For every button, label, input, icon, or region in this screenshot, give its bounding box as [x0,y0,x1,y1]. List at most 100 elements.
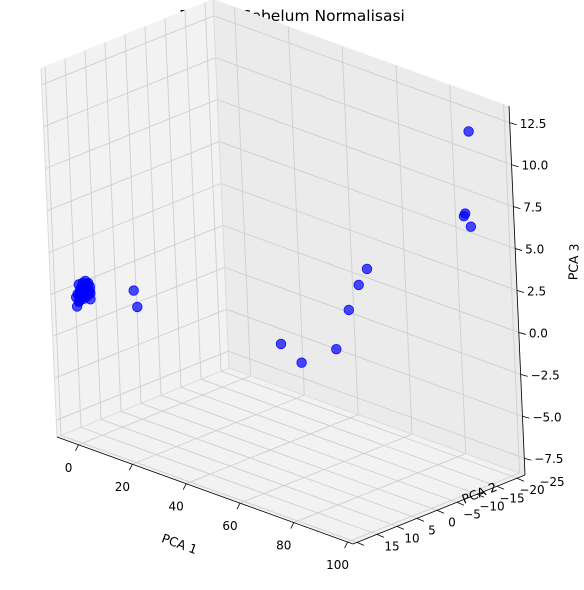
z-tick-mark [511,164,519,168]
grid-line-z-left [48,183,222,253]
z-tick-mark [516,290,525,293]
grid-line-x-floor [132,394,305,465]
z-axis-label: PCA 3 [565,243,581,280]
z-tick-mark [524,457,532,461]
y-tick-mark [496,485,505,490]
data-point [353,279,364,291]
y-tick-label: 5 [428,523,436,537]
grid-line-z-back [222,225,519,333]
y-tick-mark [376,534,385,538]
y-tick-mark [416,517,425,522]
data-point [73,279,85,290]
x-tick-mark [344,541,348,549]
z-tick-label: 0.0 [529,326,548,340]
grid-line-y-floor [60,434,358,543]
pane-edge [212,0,230,369]
data-point [296,357,307,368]
z-tick-label: 10.0 [522,159,549,173]
data-point [128,285,139,296]
x-tick-label: 20 [115,480,130,494]
x-axis-line [56,436,354,545]
grid-line-z-left [54,308,227,379]
grid-line-z-back [226,308,523,417]
z-tick-label: 2.5 [527,285,546,299]
y-tick-label: −10 [479,499,504,513]
grid-line-y-floor [120,410,418,519]
data-point [71,301,83,312]
grid-line-z-left [56,350,229,421]
y-tick-mark [456,501,465,506]
data-point [343,304,355,316]
grid-line-y-floor [100,418,398,527]
grid-line-z-left [52,266,225,337]
z-tick-label: 5.0 [525,243,544,257]
y-tick-label: −5 [463,507,481,521]
x-tick-mark [236,502,241,510]
y-tick-label: −25 [539,475,564,489]
grid-line-y-floor [200,378,498,487]
data-point [331,344,342,355]
data-point [458,210,470,222]
z-tick-mark [520,373,528,377]
grid-line-z-back [217,99,514,208]
pane-edge [40,67,58,438]
y-tick-mark [396,525,405,530]
axis-panes [41,0,525,544]
grid-line-z-back [213,15,510,124]
data-point [275,338,287,350]
x-axis-label: PCA 1 [160,530,200,557]
x-tick-label: 40 [169,500,184,514]
grid-line-x-floor [239,433,413,504]
grid-line-z-back [228,350,525,459]
grid-lines [41,2,525,543]
grid-line-z-back [224,266,521,375]
grid-line-x-floor [347,472,520,543]
y-tick-label: 15 [384,539,399,553]
pane-edge [56,367,230,438]
z-tick-label: 12.5 [520,117,547,131]
grid-line-y-floor [160,394,458,503]
grid-line-z-left [43,57,216,128]
data-point [85,288,96,299]
y-tick-label: −15 [499,491,524,505]
z-tick-label: −2.5 [531,368,560,382]
grid-line-y-floor [140,402,438,511]
tick-labels: 020406080100−25−20−15−10−5051015−7.5−5.0… [65,117,565,572]
x-tick-mark [290,522,295,529]
z-tick-label: −5.0 [532,410,561,424]
x-tick-mark [182,483,187,490]
y-tick-label: 10 [404,531,419,545]
grid-line-y-floor [180,386,478,495]
x-tick-mark [75,444,79,451]
grid-line-z-left [45,99,218,170]
grid-line-y-floor [80,426,378,535]
data-point [463,126,474,137]
y-tick-label: 0 [448,515,456,529]
grid-line-x-floor [185,414,359,485]
z-tick-label: 7.5 [523,201,542,215]
x-tick-label: 80 [276,539,291,553]
y-tick-mark [476,493,485,498]
y-tick-label: −20 [519,483,544,497]
y-tick-mark [356,542,365,546]
x-tick-label: 60 [222,519,237,533]
x-tick-label: 0 [65,461,73,475]
x-tick-mark [128,464,133,471]
z-tick-mark [515,248,523,251]
z-tick-mark [513,206,521,210]
grid-line-y-floor [220,370,518,479]
y-tick-mark [436,509,445,514]
pane-edge [228,367,526,476]
data-point [361,263,373,275]
grid-line-x-floor [78,375,251,446]
y-axis-line [352,474,526,545]
z-tick-mark [509,122,517,126]
y-tick-mark [516,477,525,482]
z-tick-label: −7.5 [534,452,563,466]
z-tick-mark [522,415,530,419]
z-tick-mark [518,332,526,335]
grid-line-z-left [47,141,220,211]
data-points [70,126,477,368]
